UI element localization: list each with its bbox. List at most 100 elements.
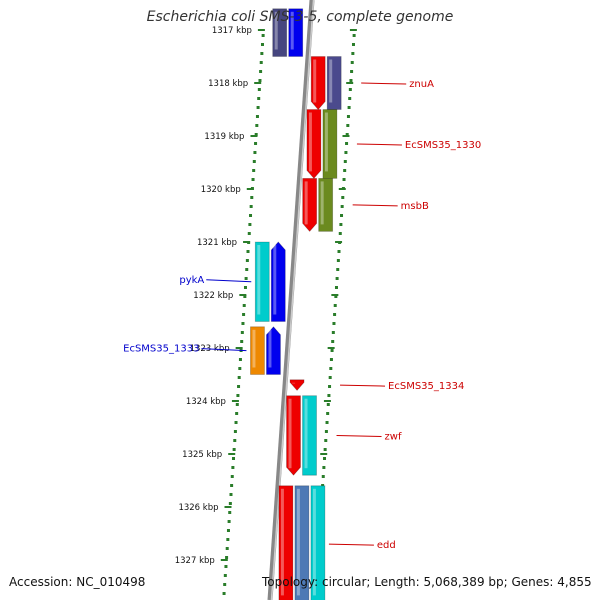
tick-rail-dot — [351, 43, 355, 46]
tick-rail-dot — [347, 106, 351, 109]
gene-label[interactable]: EcSMS35_1330 — [405, 140, 481, 151]
tick-rail-dot — [249, 205, 253, 208]
gene-feature-edd[interactable] — [310, 485, 326, 600]
gene-label-leader — [201, 348, 247, 352]
tick-rail-dot — [330, 349, 334, 352]
tick-rail-dot — [349, 79, 353, 82]
gene-label-leader — [328, 543, 374, 546]
tick-rail-dot — [237, 385, 241, 388]
gene-label[interactable]: pykA — [179, 275, 204, 286]
tick-rail-dot — [340, 205, 344, 208]
gene-feature-msbb[interactable] — [302, 177, 318, 233]
tick-rail-dot — [331, 340, 335, 343]
gene-label-leader — [361, 82, 407, 85]
gene-feature-shine — [290, 11, 294, 50]
gene-label[interactable]: znuA — [409, 79, 434, 90]
tick-rail-dot — [259, 61, 263, 64]
gene-feature-shine — [308, 112, 312, 172]
tick-rail-dot — [235, 403, 239, 406]
gene-feature-shine — [313, 59, 317, 103]
gene-feature-msbb[interactable] — [318, 177, 334, 232]
tick-rail-dot — [345, 142, 349, 145]
gene-label[interactable]: EcSMS35_1334 — [388, 381, 464, 392]
tick-rail-dot — [250, 196, 254, 199]
tick-rail-dot — [335, 277, 339, 280]
tick-rail-dot — [348, 97, 352, 100]
tick-rail-dot — [257, 88, 261, 91]
gene-label-leader — [340, 384, 386, 387]
gene-feature-pyka[interactable] — [254, 241, 270, 322]
gene-feature-shine — [304, 398, 308, 469]
kbp-tick-label: 1320 kbp — [201, 185, 241, 195]
tick-rail-dot — [328, 385, 332, 388]
gene-feature-shine — [296, 488, 300, 596]
tick-rail-dot — [249, 214, 253, 217]
tick-rail-dot — [336, 259, 340, 262]
gene-feature-shine — [304, 181, 308, 225]
tick-rail-dot — [255, 115, 259, 118]
gene-feature-ecsms35_1333[interactable] — [250, 326, 265, 375]
tick-rail-dot — [241, 322, 245, 325]
tick-rail-dot — [252, 160, 256, 163]
tick-rail-dot — [339, 223, 343, 226]
tick-rail-dot — [344, 151, 348, 154]
tick-rail-dot — [246, 250, 250, 253]
gene-feature-ecsms35_1330[interactable] — [322, 109, 338, 179]
tick-rail-dot — [329, 358, 333, 361]
tick-rail-dot — [236, 394, 240, 397]
gene-feature-unlabeled[interactable] — [272, 8, 288, 57]
tick-rail-dot — [243, 295, 247, 298]
tick-rail-dot — [226, 538, 230, 541]
tick-rail-dot — [230, 484, 234, 487]
tick-rail-dot — [229, 493, 233, 496]
gene-feature-unlabeled[interactable] — [288, 8, 304, 57]
tick-rail-dot — [333, 304, 337, 307]
gene-feature-ecsms35_1334[interactable] — [289, 379, 305, 392]
tick-rail-dot — [224, 565, 228, 568]
gene-feature-zwf[interactable] — [302, 395, 317, 476]
gene-feature-znua[interactable] — [310, 56, 326, 111]
tick-rail-dot — [228, 502, 232, 505]
gene-label[interactable]: edd — [377, 540, 396, 551]
gene-feature-znua[interactable] — [326, 56, 342, 110]
tick-rail-dot — [238, 358, 242, 361]
tick-rail-dot — [328, 376, 332, 379]
kbp-tick-label: 1319 kbp — [204, 132, 244, 142]
tick-rail-dot — [223, 574, 227, 577]
gene-feature-shine — [292, 382, 296, 384]
kbp-tick-label: 1325 kbp — [182, 450, 222, 460]
tick-rail-dot — [232, 457, 236, 460]
gene-feature-shine — [312, 488, 316, 596]
tick-rail-dot — [225, 556, 229, 559]
tick-rail-dot — [323, 448, 327, 451]
tick-rail-dot — [340, 214, 344, 217]
gene-feature-pyka[interactable] — [270, 241, 286, 322]
tick-rail-dot — [326, 403, 330, 406]
tick-rail-dot — [240, 331, 244, 334]
tick-rail-dot — [230, 475, 234, 478]
tick-rail-dot — [324, 439, 328, 442]
gene-feature-edd[interactable] — [278, 485, 294, 600]
tick-rail-dot — [345, 133, 349, 136]
gene-feature-ecsms35_1330[interactable] — [306, 109, 322, 180]
gene-feature-ecsms35_1333[interactable] — [266, 326, 281, 375]
gene-feature-edd[interactable] — [294, 485, 310, 600]
gene-label[interactable]: zwf — [385, 431, 402, 442]
gene-label[interactable]: msbB — [401, 201, 429, 212]
gene-feature-shine — [280, 488, 284, 596]
tick-rail-dot — [334, 286, 338, 289]
gene-label[interactable]: EcSMS35_1333 — [123, 344, 199, 355]
tick-rail-dot — [336, 268, 340, 271]
tick-rail-dot — [248, 223, 252, 226]
tick-rail-dot — [258, 79, 262, 82]
tick-rail-dot — [223, 583, 227, 586]
tick-rail-dot — [228, 511, 232, 514]
tick-rail-dot — [321, 475, 325, 478]
genome-summary-text: Topology: circular; Length: 5,068,389 bp… — [262, 575, 592, 589]
tick-rail-dot — [346, 115, 350, 118]
tick-rail-dot — [255, 124, 259, 127]
gene-feature-zwf[interactable] — [286, 395, 301, 476]
gene-feature-shine — [273, 245, 277, 315]
tick-rail-dot — [252, 169, 256, 172]
